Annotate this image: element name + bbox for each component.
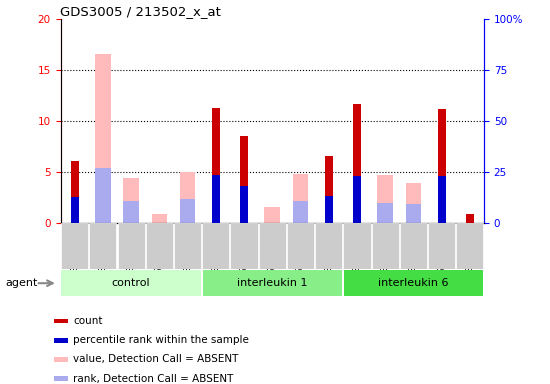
Bar: [428, 223, 455, 269]
Bar: [54, 376, 68, 381]
Bar: [324, 156, 333, 223]
Bar: [353, 104, 361, 223]
Bar: [89, 223, 117, 269]
Text: value, Detection Call = ABSENT: value, Detection Call = ABSENT: [73, 354, 239, 364]
Bar: [152, 214, 167, 223]
Text: agent: agent: [6, 278, 38, 288]
Bar: [344, 270, 483, 296]
Bar: [240, 136, 248, 223]
Bar: [54, 357, 68, 362]
Bar: [293, 174, 308, 223]
Bar: [406, 183, 421, 223]
Bar: [62, 270, 201, 296]
Bar: [287, 223, 314, 269]
Text: interleukin 6: interleukin 6: [378, 278, 449, 288]
Text: GDS3005 / 213502_x_at: GDS3005 / 213502_x_at: [60, 5, 221, 18]
Bar: [377, 204, 393, 223]
Bar: [174, 223, 201, 269]
Bar: [230, 223, 257, 269]
Bar: [180, 199, 195, 223]
Bar: [118, 223, 145, 269]
Bar: [54, 319, 68, 323]
Bar: [240, 186, 248, 223]
Bar: [95, 54, 111, 223]
Bar: [70, 197, 79, 223]
Bar: [258, 223, 286, 269]
Bar: [400, 223, 427, 269]
Bar: [406, 204, 421, 223]
Bar: [438, 176, 446, 223]
Bar: [212, 108, 220, 223]
Text: control: control: [112, 278, 150, 288]
Bar: [293, 201, 308, 223]
Text: percentile rank within the sample: percentile rank within the sample: [73, 335, 249, 345]
Bar: [315, 223, 342, 269]
Bar: [54, 338, 68, 343]
Bar: [180, 172, 195, 223]
Bar: [372, 223, 399, 269]
Bar: [265, 207, 280, 223]
Bar: [212, 175, 220, 223]
Bar: [377, 175, 393, 223]
Bar: [466, 214, 474, 223]
Bar: [202, 223, 229, 269]
Bar: [456, 223, 483, 269]
Bar: [438, 109, 446, 223]
Bar: [61, 223, 88, 269]
Bar: [146, 223, 173, 269]
Bar: [343, 223, 371, 269]
Bar: [353, 176, 361, 223]
Bar: [123, 201, 139, 223]
Bar: [324, 196, 333, 223]
Text: interleukin 1: interleukin 1: [237, 278, 307, 288]
Bar: [95, 168, 111, 223]
Bar: [70, 161, 79, 223]
Text: rank, Detection Call = ABSENT: rank, Detection Call = ABSENT: [73, 374, 234, 384]
Bar: [202, 270, 342, 296]
Text: count: count: [73, 316, 103, 326]
Bar: [123, 178, 139, 223]
